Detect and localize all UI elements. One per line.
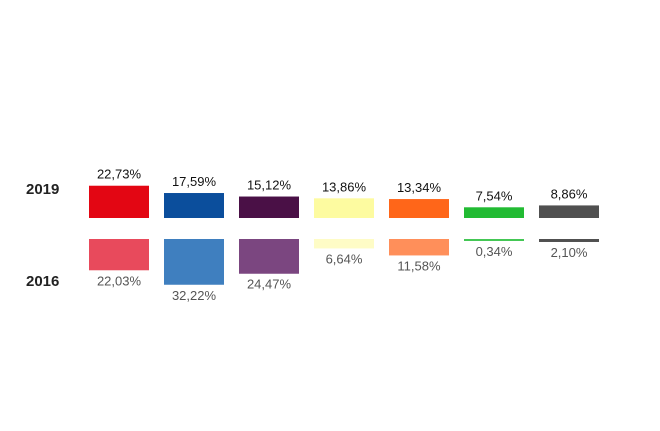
label-2019-6: 7,54% (476, 188, 513, 203)
bar-2019-5 (389, 199, 449, 218)
label-2016-4: 6,64% (326, 251, 363, 266)
series-label-2016: 2016 (26, 273, 59, 290)
bar-2016-3 (239, 239, 299, 274)
label-2019-2: 17,59% (172, 174, 217, 189)
bar-2016-5 (389, 239, 449, 256)
bar-2016-4 (314, 239, 374, 249)
label-2019-7: 8,86% (551, 186, 588, 201)
bar-2019-3 (239, 196, 299, 218)
bars-2019: 22,73% 17,59% 15,12% 13,86% 13,34% 7,54% 8,86% (89, 167, 599, 218)
label-2019-3: 15,12% (247, 178, 292, 193)
label-2019-5: 13,34% (397, 180, 442, 195)
label-2016-1: 22,03% (97, 273, 142, 288)
bar-2019-1 (89, 185, 149, 218)
bar-2019-4 (314, 198, 374, 218)
bar-2019-2 (164, 193, 224, 218)
bars-2016: 22,03% 32,22% 24,47% 6,64% 11,58% 0,34% 2,10% (89, 239, 599, 303)
label-2016-2: 32,22% (172, 288, 217, 303)
label-2019-1: 22,73% (97, 167, 142, 182)
series-label-2019: 2019 (26, 181, 59, 198)
label-2016-6: 0,34% (476, 244, 513, 259)
label-2016-7: 2,10% (551, 245, 588, 260)
bar-2019-7 (539, 205, 599, 218)
label-2019-4: 13,86% (322, 179, 367, 194)
bar-2019-6 (464, 207, 524, 218)
bar-2016-1 (89, 239, 149, 271)
bar-2016-7 (539, 239, 599, 242)
label-2016-3: 24,47% (247, 277, 292, 292)
label-2016-5: 11,58% (397, 258, 441, 273)
bar-2016-2 (164, 239, 224, 285)
bar-2016-6 (464, 239, 524, 241)
